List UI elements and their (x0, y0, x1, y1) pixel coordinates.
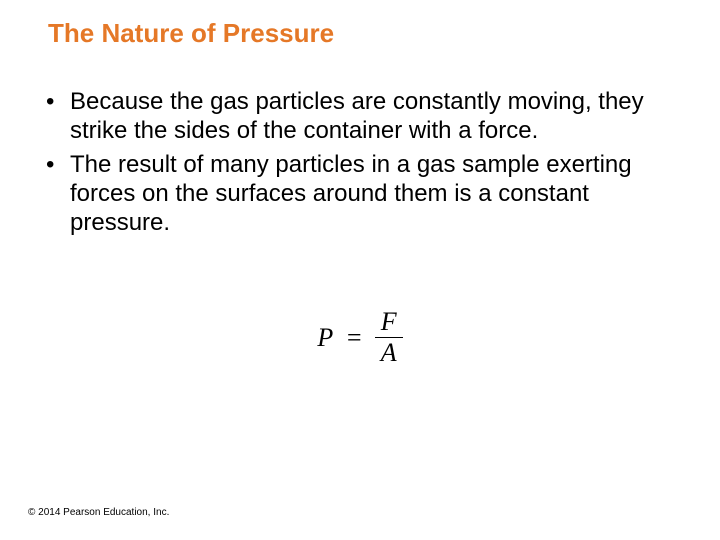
slide-title: The Nature of Pressure (48, 18, 692, 49)
formula-denominator: A (375, 337, 403, 366)
formula-numerator: F (375, 309, 403, 337)
bullet-list: Because the gas particles are constantly… (28, 87, 692, 237)
copyright-text: © 2014 Pearson Education, Inc. (28, 507, 169, 518)
bullet-item: Because the gas particles are constantly… (36, 87, 692, 146)
formula-fraction: F A (375, 309, 403, 366)
formula-lhs: P (317, 323, 333, 353)
slide-container: The Nature of Pressure Because the gas p… (0, 0, 720, 540)
pressure-formula: P = F A (28, 309, 692, 366)
bullet-item: The result of many particles in a gas sa… (36, 150, 692, 238)
formula-equals: = (345, 323, 363, 353)
